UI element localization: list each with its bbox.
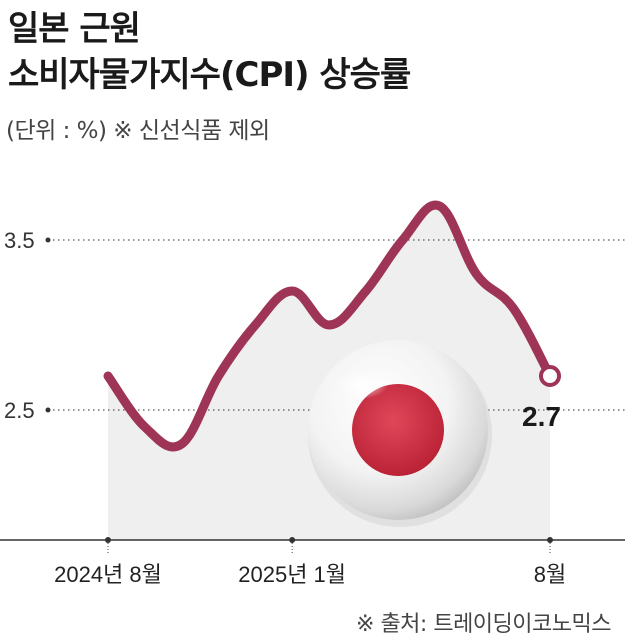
x-ticks-layer: 2024년 8월 2025년 1월 8월 xyxy=(54,537,566,587)
chart-title: 일본 근원 소비자물가지수(CPI) 상승률 xyxy=(8,6,411,98)
y-tick-dot-0 xyxy=(45,407,51,413)
title-line-1: 일본 근원 xyxy=(8,9,141,49)
unit-note: (단위 : %) ※ 신선식품 제외 xyxy=(6,118,270,144)
last-value-label: 2.7 xyxy=(522,401,561,432)
ball-highlight xyxy=(336,371,388,399)
y-ticks-layer: 2.5 3.5 xyxy=(4,228,51,423)
x-tick-dot-0 xyxy=(105,537,111,543)
y-tick-dot-1 xyxy=(45,237,51,243)
x-tick-dot-2 xyxy=(547,537,553,543)
series-line xyxy=(103,200,555,452)
title-line-2: 소비자물가지수(CPI) 상승률 xyxy=(8,55,411,95)
line-layer: 2.7 xyxy=(103,200,561,452)
x-tick-dot-1 xyxy=(289,537,296,543)
y-tick-label-1: 3.5 xyxy=(4,228,35,253)
japan-flag-ball xyxy=(308,340,492,527)
x-tick-label-2: 8월 xyxy=(534,562,566,587)
x-tick-label-0: 2024년 8월 xyxy=(54,562,162,587)
x-tick-label-1: 2025년 1월 xyxy=(238,562,346,587)
flag-disc xyxy=(352,384,444,476)
y-tick-label-0: 2.5 xyxy=(4,398,35,423)
source-note: ※ 출처: 트레이딩이코노믹스 xyxy=(356,612,611,637)
grid-layer xyxy=(48,239,625,411)
data-point-12 xyxy=(539,365,561,387)
